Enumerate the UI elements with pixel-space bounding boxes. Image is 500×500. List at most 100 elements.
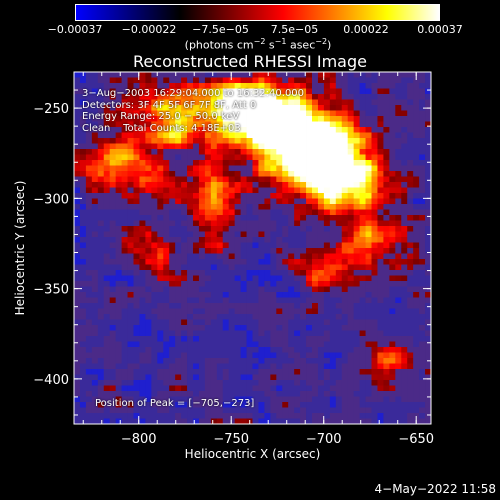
heatmap-cell	[276, 242, 283, 249]
heatmap-cell	[353, 380, 360, 386]
heatmap-cell	[210, 352, 218, 359]
heatmap-cell	[294, 319, 301, 326]
heatmap-cell	[300, 132, 307, 139]
heatmap-cell	[97, 303, 105, 309]
heatmap-cell	[401, 72, 408, 78]
heatmap-cell	[187, 242, 194, 249]
heatmap-cell	[187, 391, 194, 397]
heatmap-cell	[222, 193, 230, 199]
heatmap-cell	[270, 259, 277, 265]
heatmap-cell	[407, 264, 414, 271]
heatmap-cell	[401, 77, 408, 84]
heatmap-cell	[306, 165, 313, 172]
heatmap-cell	[300, 358, 307, 364]
heatmap-cell	[329, 231, 337, 238]
heatmap-cell	[121, 330, 128, 337]
heatmap-cell	[240, 380, 247, 386]
heatmap-cell	[198, 165, 206, 172]
heatmap-cell	[252, 413, 259, 419]
heatmap-cell	[157, 83, 164, 89]
heatmap-cell	[359, 99, 366, 106]
heatmap-cell	[341, 99, 349, 106]
heatmap-cell	[204, 407, 212, 414]
heatmap-cell	[198, 391, 206, 397]
heatmap-cell	[359, 72, 366, 78]
heatmap-cell	[353, 138, 360, 144]
heatmap-cell	[252, 374, 259, 381]
heatmap-cell	[151, 154, 158, 161]
heatmap-cell	[258, 396, 265, 403]
heatmap-cell	[264, 127, 271, 133]
heatmap-cell	[145, 220, 152, 227]
heatmap-cell	[85, 286, 93, 293]
heatmap-cell	[74, 259, 81, 265]
heatmap-cell	[335, 132, 343, 139]
heatmap-cell	[121, 182, 128, 188]
heatmap-cell	[175, 292, 182, 298]
heatmap-cell	[258, 220, 265, 227]
heatmap-cell	[282, 187, 289, 194]
heatmap-cell	[276, 215, 283, 221]
heatmap-cell	[121, 88, 128, 95]
heatmap-cell	[115, 314, 122, 320]
heatmap-cell	[353, 171, 360, 177]
colorbar	[75, 4, 440, 21]
heatmap-cell	[133, 303, 140, 309]
heatmap-cell	[395, 352, 402, 359]
heatmap-cell	[210, 374, 218, 381]
heatmap-cell	[335, 402, 343, 408]
heatmap-cell	[407, 402, 414, 408]
heatmap-cell	[377, 391, 384, 397]
heatmap-cell	[222, 187, 230, 194]
heatmap-cell	[341, 413, 349, 419]
heatmap-cell	[246, 391, 253, 397]
heatmap-cell	[365, 99, 372, 106]
heatmap-cell	[91, 281, 99, 287]
heatmap-cell	[74, 154, 81, 161]
heatmap-cell	[306, 391, 313, 397]
heatmap-cell	[157, 275, 164, 282]
heatmap-cell	[157, 110, 164, 117]
heatmap-cell	[353, 127, 360, 133]
heatmap-cell	[425, 83, 432, 89]
heatmap-cell	[317, 226, 325, 232]
heatmap-cell	[317, 83, 325, 89]
heatmap-cell	[97, 138, 105, 144]
heatmap-cell	[246, 176, 253, 183]
heatmap-cell	[234, 264, 241, 271]
heatmap-cell	[383, 143, 390, 150]
heatmap-cell	[359, 259, 366, 265]
heatmap-cell	[341, 138, 349, 144]
heatmap-cell	[323, 110, 331, 117]
heatmap-cell	[216, 215, 224, 221]
heatmap-cell	[335, 341, 343, 348]
heatmap-cell	[419, 325, 426, 331]
heatmap-cell	[353, 407, 360, 414]
heatmap-cell	[210, 281, 218, 287]
heatmap-cell	[282, 380, 289, 386]
heatmap-cell	[282, 149, 289, 155]
heatmap-cell	[258, 88, 265, 95]
heatmap-cell	[383, 330, 390, 337]
heatmap-cell	[323, 154, 331, 161]
heatmap-cell	[145, 72, 152, 78]
heatmap-cell	[210, 286, 218, 293]
heatmap-cell	[425, 369, 432, 375]
heatmap-cell	[347, 308, 355, 315]
heatmap-cell	[193, 193, 200, 199]
heatmap-cell	[187, 319, 194, 326]
heatmap-cell	[335, 248, 343, 254]
heatmap-cell	[383, 121, 390, 128]
heatmap-cell	[389, 94, 396, 100]
heatmap-cell	[163, 187, 170, 194]
heatmap-cell	[258, 127, 265, 133]
heatmap-cell	[97, 402, 105, 408]
heatmap-cell	[359, 325, 366, 331]
heatmap-cell	[103, 297, 111, 304]
heatmap-cell	[181, 347, 188, 353]
heatmap-cell	[121, 105, 128, 111]
heatmap-cell	[347, 391, 355, 397]
heatmap-cell	[276, 391, 283, 397]
heatmap-cell	[306, 193, 313, 199]
heatmap-cell	[413, 237, 420, 243]
